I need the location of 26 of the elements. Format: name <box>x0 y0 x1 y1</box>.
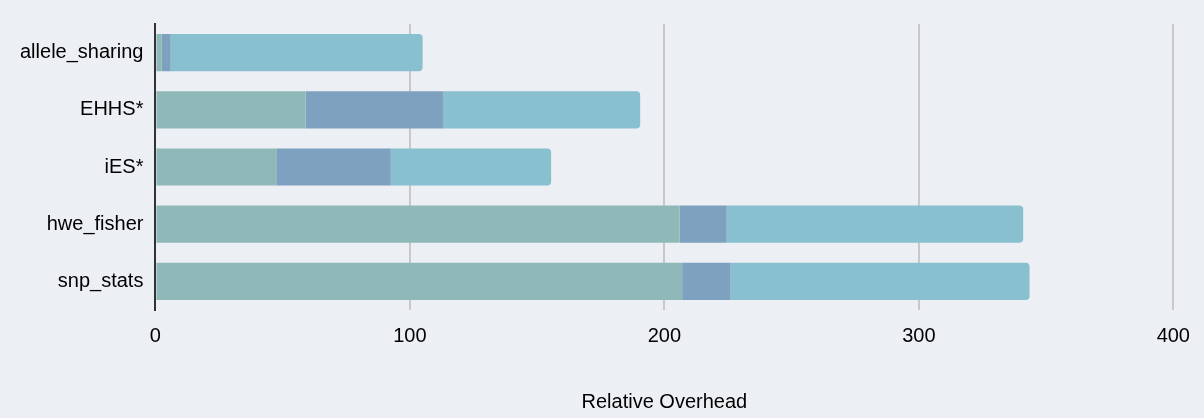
bar <box>156 262 683 300</box>
y-tick-label: iES* <box>104 154 144 177</box>
x-tick-label: 0 <box>149 323 161 346</box>
y-tick-label: EHHS* <box>80 97 144 120</box>
bar <box>161 34 171 72</box>
x-tick-label: 300 <box>902 323 936 346</box>
bar <box>156 34 162 72</box>
x-tick-label: 200 <box>647 323 682 346</box>
bar <box>276 148 391 186</box>
bar <box>170 34 423 72</box>
bar <box>156 91 306 129</box>
bar <box>390 148 552 186</box>
bar <box>726 205 1024 243</box>
x-axis-title: Relative Overhead <box>581 389 748 412</box>
bar <box>679 205 727 243</box>
bar <box>682 262 731 300</box>
y-tick-label: hwe_fisher <box>46 211 144 235</box>
y-tick-label: snp_stats <box>57 268 144 292</box>
x-tick-label: 400 <box>1156 323 1190 346</box>
bar <box>156 148 277 186</box>
bar <box>305 91 443 129</box>
bar <box>730 262 1030 300</box>
x-tick-label: 100 <box>393 323 427 346</box>
y-tick-label: allele_sharing <box>20 40 144 64</box>
bar <box>442 91 641 129</box>
bar <box>156 205 680 243</box>
